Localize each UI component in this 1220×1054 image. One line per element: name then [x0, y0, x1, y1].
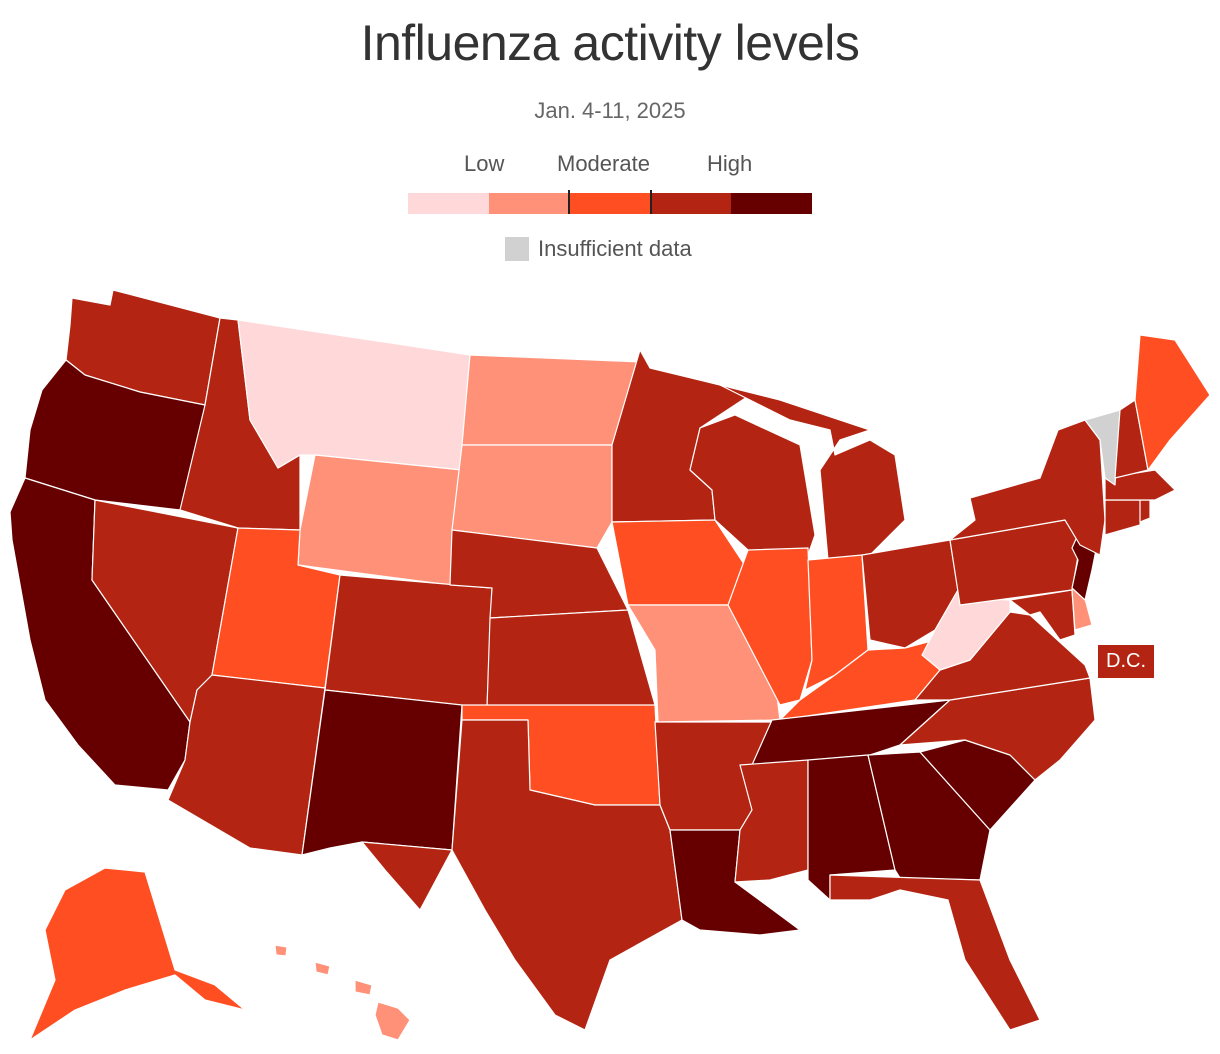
- legend-insufficient: Insufficient data: [505, 236, 692, 262]
- legend-swatch-5: [731, 193, 812, 214]
- state-vt[interactable]: [1084, 409, 1121, 486]
- state-ny[interactable]: [949, 419, 1106, 556]
- state-hi-oahu[interactable]: [314, 961, 331, 976]
- state-tn[interactable]: [751, 699, 951, 766]
- state-ri[interactable]: [1139, 499, 1151, 523]
- legend-color-scale: [408, 193, 812, 214]
- state-ct[interactable]: [1104, 499, 1143, 536]
- state-sd[interactable]: [451, 444, 613, 549]
- state-co[interactable]: [324, 574, 493, 709]
- state-nd[interactable]: [461, 354, 641, 446]
- legend-swatch-2: [488, 193, 570, 214]
- legend-tick-moderate-start: [568, 190, 570, 214]
- date-range: Jan. 4-11, 2025: [534, 98, 686, 123]
- legend-swatch-4: [650, 193, 732, 214]
- legend-label-high: High: [707, 151, 753, 176]
- state-nm[interactable]: [301, 689, 463, 856]
- legend-swatch-3: [569, 193, 651, 214]
- state-mt[interactable]: [237, 319, 471, 471]
- state-tx[interactable]: [361, 719, 683, 1031]
- state-wy[interactable]: [297, 454, 463, 586]
- insufficient-label: Insufficient data: [538, 236, 692, 261]
- legend-label-low: Low: [464, 151, 505, 176]
- state-ak[interactable]: [29, 867, 246, 1041]
- state-mi[interactable]: [719, 384, 906, 561]
- page-title: Influenza activity levels: [360, 15, 860, 71]
- legend-tick-moderate-end: [650, 190, 652, 214]
- state-me[interactable]: [1134, 334, 1211, 471]
- state-hi-main[interactable]: [374, 1001, 411, 1041]
- state-ms[interactable]: [734, 759, 809, 883]
- state-hi-kauai[interactable]: [274, 944, 288, 957]
- dc-label[interactable]: D.C.: [1098, 645, 1154, 678]
- state-fl[interactable]: [829, 874, 1041, 1031]
- state-ks[interactable]: [486, 609, 656, 709]
- state-ia[interactable]: [611, 519, 749, 606]
- state-ma[interactable]: [1104, 469, 1176, 501]
- legend-swatch-1: [408, 193, 489, 214]
- legend-label-moderate: Moderate: [557, 151, 650, 176]
- state-hi-maui[interactable]: [354, 979, 373, 996]
- insufficient-swatch: [505, 237, 529, 261]
